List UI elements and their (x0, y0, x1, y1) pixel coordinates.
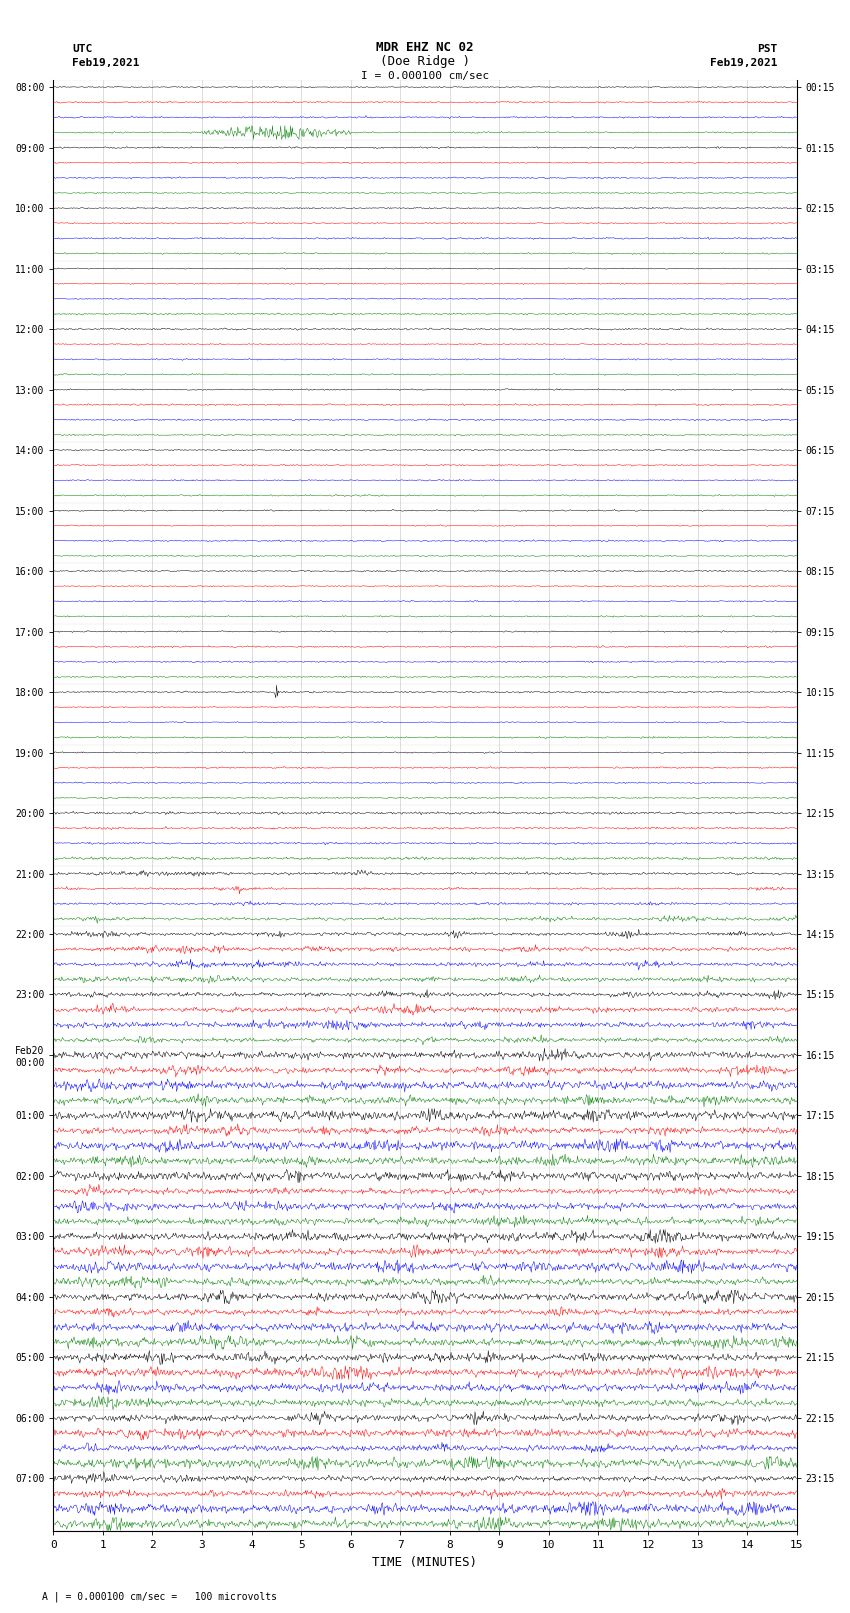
Text: I = 0.000100 cm/sec: I = 0.000100 cm/sec (361, 71, 489, 81)
Text: Feb19,2021: Feb19,2021 (72, 58, 139, 68)
Text: UTC: UTC (72, 44, 93, 53)
Text: MDR EHZ NC 02: MDR EHZ NC 02 (377, 40, 473, 53)
Text: A | = 0.000100 cm/sec =   100 microvolts: A | = 0.000100 cm/sec = 100 microvolts (42, 1590, 277, 1602)
Text: PST: PST (757, 44, 778, 53)
X-axis label: TIME (MINUTES): TIME (MINUTES) (372, 1557, 478, 1569)
Text: (Doe Ridge ): (Doe Ridge ) (380, 55, 470, 68)
Text: Feb19,2021: Feb19,2021 (711, 58, 778, 68)
